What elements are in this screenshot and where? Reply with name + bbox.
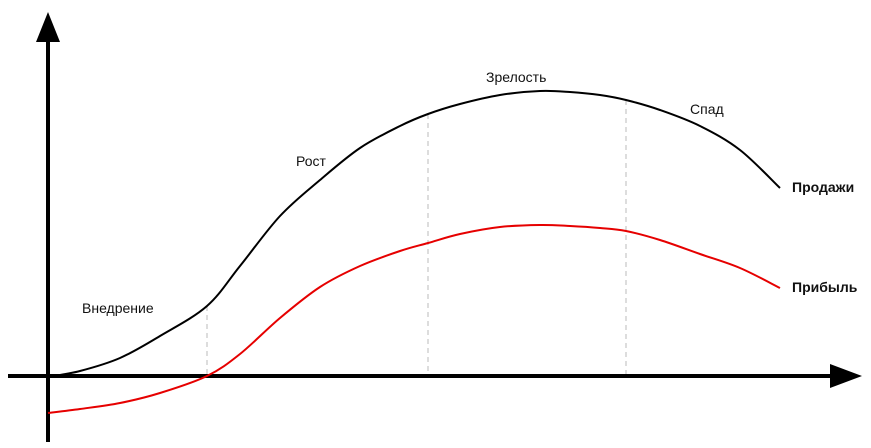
stage-label-growth: Рост <box>296 153 327 169</box>
series-label-profit: Прибыль <box>792 279 858 295</box>
x-axis-arrow <box>830 364 862 388</box>
series-label-sales: Продажи <box>792 179 854 195</box>
series-layer <box>47 89 781 414</box>
stage-label-maturity: Зрелость <box>486 69 546 85</box>
profit-curve <box>47 223 781 414</box>
stage-label-introduction: Внедрение <box>82 300 154 316</box>
stage-label-decline: Спад <box>690 101 724 117</box>
sales-curve <box>47 89 781 378</box>
y-axis-arrow <box>36 12 60 42</box>
stage-dividers <box>206 100 627 376</box>
